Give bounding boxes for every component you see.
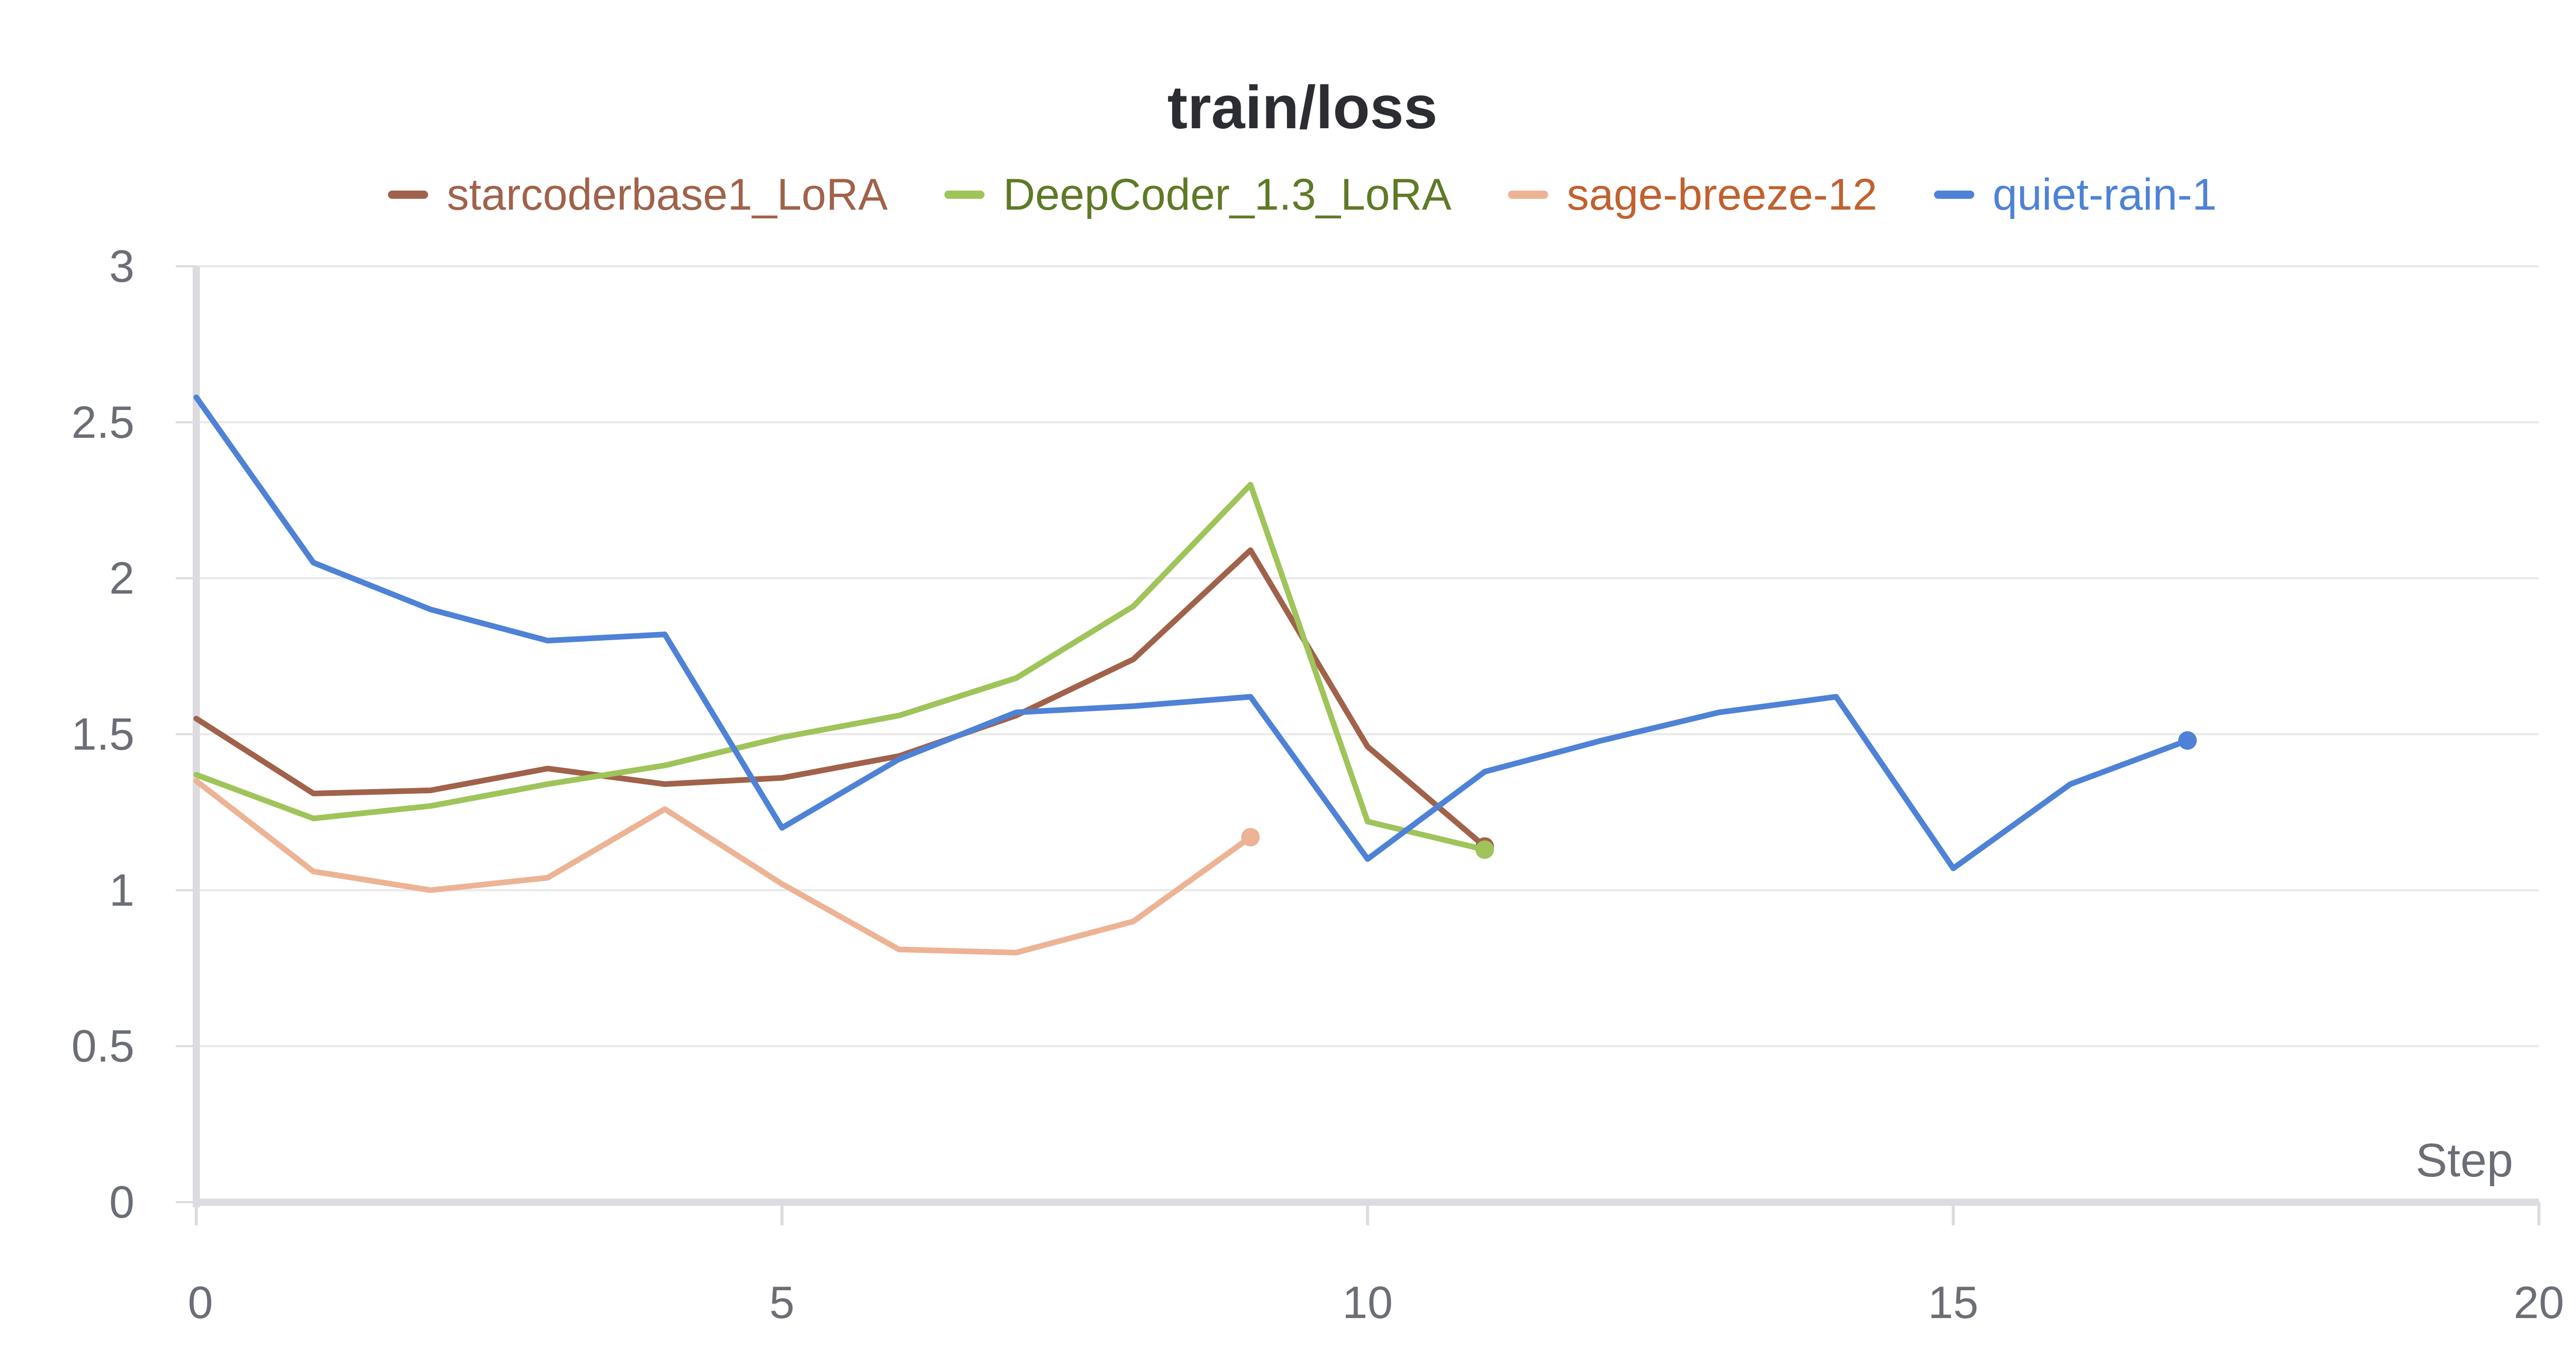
series-line-quiet-rain-1 — [193, 394, 2191, 871]
x-tick-label: 10 — [1343, 1277, 1393, 1328]
x-tick-label: 15 — [1928, 1277, 1978, 1328]
legend-swatch — [944, 191, 985, 199]
legend-swatch — [1934, 191, 1974, 199]
y-tick-label: 0.5 — [72, 1020, 134, 1071]
x-tick-label: 5 — [769, 1277, 794, 1328]
grid — [196, 265, 2539, 1048]
legend-label: sage-breeze-12 — [1567, 170, 1877, 219]
x-axis-title: Step — [2416, 1134, 2513, 1187]
y-tick-label: 2.5 — [72, 397, 134, 448]
legend-label: starcoderbase1_LoRA — [447, 170, 888, 219]
series-end-point-quiet-rain-1 — [2178, 731, 2197, 750]
axes — [176, 265, 2540, 1225]
legend-swatch — [1508, 191, 1549, 199]
legend-item[interactable]: starcoderbase1_LoRA — [388, 173, 888, 217]
series-line-sage-breeze-12 — [193, 778, 1253, 955]
y-tick-label: 0 — [109, 1176, 134, 1227]
legend-swatch — [388, 191, 429, 199]
chart-title: train/loss — [1167, 74, 1438, 142]
y-tick-label: 1 — [109, 864, 134, 915]
x-tick-label: 20 — [2514, 1277, 2564, 1328]
series-end-point-sage-breeze-12 — [1241, 828, 1260, 847]
y-tick-label: 1.5 — [72, 709, 134, 760]
legend-item[interactable]: quiet-rain-1 — [1934, 173, 2217, 217]
series-end-point-DeepCoder_1.3_LoRA — [1475, 840, 1494, 859]
legend-label: quiet-rain-1 — [1992, 170, 2217, 219]
y-tick-label: 2 — [109, 553, 134, 604]
legend: starcoderbase1_LoRA DeepCoder_1.3_LoRA sag… — [0, 173, 2576, 217]
series-layer — [193, 394, 2197, 955]
legend-item[interactable]: DeepCoder_1.3_LoRA — [944, 173, 1451, 217]
y-tick-label: 3 — [109, 241, 134, 292]
legend-label: DeepCoder_1.3_LoRA — [1003, 170, 1452, 219]
legend-item[interactable]: sage-breeze-12 — [1508, 173, 1877, 217]
tick-labels: 0 0.5 1 1.5 2 2.5 3 0 5 10 15 20 Step — [72, 241, 2564, 1328]
x-tick-label: 0 — [188, 1277, 213, 1328]
series-line-DeepCoder_1.3_LoRA — [193, 482, 1488, 853]
series-line-starcoderbase1_LoRA — [193, 547, 1488, 849]
